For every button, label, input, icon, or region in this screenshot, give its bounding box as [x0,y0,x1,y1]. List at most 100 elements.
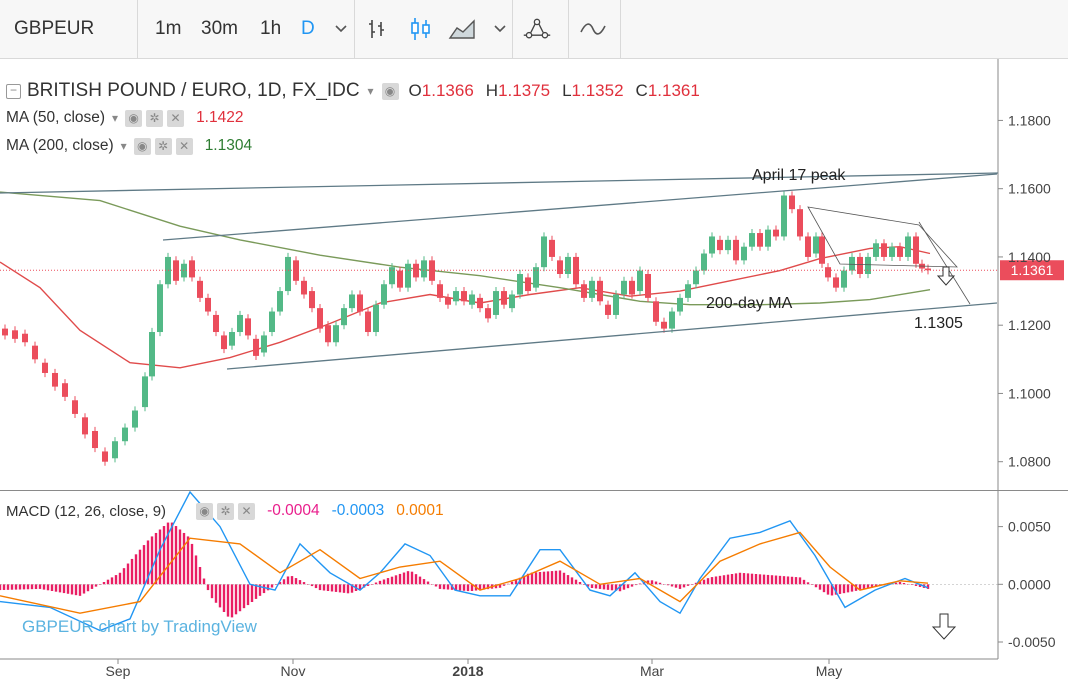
close-icon[interactable]: ✕ [238,502,256,520]
interval-1h-button[interactable]: 1h [260,18,282,39]
histogram-bar [554,570,558,585]
interval-30m-button[interactable]: 30m [201,18,238,39]
histogram-bar [246,584,250,606]
histogram-bar [510,581,514,585]
histogram-bar [350,584,354,593]
symbol-search[interactable]: GBPEUR [14,18,95,39]
low-label: L [562,81,572,100]
chevron-down-icon[interactable]: ▾ [367,83,374,98]
histogram-bar [42,584,46,590]
area-chart-icon[interactable] [447,14,477,44]
high-label: H [485,81,499,100]
histogram-bar [558,570,562,585]
chart-canvas[interactable]: 1.1361 1.1800 1.1600 1.1400 1.1200 1.1000 1.08… [0,59,1068,683]
histogram-bar [766,574,770,585]
ma200-label: MA (200, close) [6,137,114,154]
price-tick-label: 1.0800 [1008,454,1051,470]
candle-chart-icon[interactable] [405,14,435,44]
candle-body [52,372,58,387]
histogram-bar [26,584,30,590]
gear-icon[interactable]: ✲ [154,137,172,155]
macd-hist-value: -0.0004 [267,502,320,519]
histogram-bar [78,584,82,596]
histogram-bar [182,532,186,585]
histogram-bar [374,582,378,585]
candle-body [613,294,619,315]
interval-1m-button[interactable]: 1m [155,18,182,39]
histogram-bar [774,575,778,585]
channel-upper-line [162,173,998,241]
candle-body [605,304,611,315]
candle-body [813,236,819,254]
gear-icon[interactable]: ✲ [146,109,164,127]
candle-body [157,284,163,333]
histogram-bar [206,584,210,591]
histogram-bar [170,522,174,585]
macd-tick-label: -0.0050 [1008,634,1056,650]
candle-body [261,335,267,353]
toolbar-divider [620,0,621,58]
histogram-bar [630,584,634,587]
candle-body [733,239,739,261]
eye-icon[interactable]: ◉ [133,137,151,155]
eye-icon[interactable]: ◉ [125,109,143,127]
collapse-icon[interactable]: − [6,83,21,99]
histogram-bar [342,584,346,593]
bar-chart-icon[interactable] [362,14,392,44]
histogram-bar [898,582,902,585]
histogram-bar [862,584,866,590]
eye-icon[interactable]: ◉ [196,502,214,520]
histogram-bar [914,584,918,586]
candle-body [32,345,38,360]
histogram-bar [682,584,686,588]
chart-annotation: April 17 peak [752,167,846,184]
chevron-down-icon[interactable]: ▾ [112,110,119,125]
histogram-bar [614,584,618,591]
histogram-bar [198,567,202,585]
histogram-bar [802,579,806,585]
histogram-bar [702,579,706,585]
histogram-bar [910,584,914,585]
histogram-bar [466,584,470,592]
candle-body [437,284,443,298]
price-tick-label: 1.1000 [1008,385,1051,401]
ma50-legend: MA (50, close) ▾ ◉ ✲ ✕ 1.1422 [6,109,243,127]
chevron-down-icon[interactable] [485,14,515,44]
main-legend: − BRITISH POUND / EURO, 1D, FX_IDC ▾ ◉ O… [6,80,700,102]
histogram-bar [650,580,654,585]
histogram-bar [566,575,570,585]
interval-d-button[interactable]: D [301,18,315,39]
candle-body [405,263,411,288]
histogram-bar [634,584,638,586]
close-icon[interactable]: ✕ [175,137,193,155]
candle-body [341,308,347,326]
price-pane [0,191,998,466]
compare-icon[interactable] [578,14,608,44]
symbol-title: BRITISH POUND / EURO, 1D, FX_IDC [27,80,360,101]
overlays: April 17 peak 200-day MA 1.1305 [0,167,999,640]
candle-body [637,270,643,292]
histogram-bar [786,576,790,585]
histogram-bar [110,577,114,585]
histogram-bar [294,578,298,585]
candle-body [805,236,811,257]
eye-icon[interactable]: ◉ [381,82,399,100]
price-tick-label: 1.1600 [1008,181,1051,197]
candle-body [132,410,138,428]
close-icon[interactable]: ✕ [167,109,185,127]
histogram-bar [838,584,842,594]
gear-icon[interactable]: ✲ [217,502,235,520]
candle-body [549,239,555,257]
candle-body [122,427,128,442]
histogram-bar [522,575,526,585]
candle-body [905,236,911,257]
chevron-down-icon[interactable] [326,14,356,44]
histogram-bar [254,584,258,599]
candle-body [173,260,179,281]
histogram-bar [870,584,874,588]
chevron-down-icon[interactable]: ▾ [120,138,127,153]
indicators-icon[interactable] [522,14,552,44]
histogram-bar [666,584,670,586]
histogram-bar [598,584,602,589]
histogram-bar [410,571,414,585]
